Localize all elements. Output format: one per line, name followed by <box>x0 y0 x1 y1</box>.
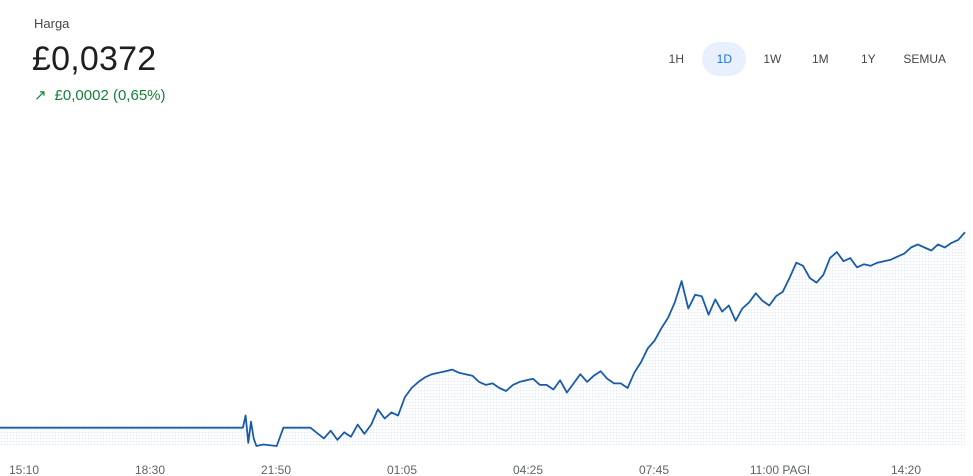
range-button-1h[interactable]: 1H <box>654 42 698 76</box>
x-tick-label: 14:20 <box>891 463 921 476</box>
x-tick-label: 21:50 <box>261 463 291 476</box>
x-tick-label: 15:10 <box>9 463 39 476</box>
range-button-all[interactable]: SEMUA <box>894 42 955 76</box>
arrow-up-right-icon: ↗ <box>34 87 47 104</box>
range-button-1m[interactable]: 1M <box>798 42 842 76</box>
price-area <box>0 232 965 446</box>
x-tick-label: 01:05 <box>387 463 417 476</box>
price-line <box>0 231 966 447</box>
price-chart[interactable]: 15:10 18:30 21:50 01:05 04:25 07:45 11:00 PAGI… <box>0 110 973 476</box>
price-label: Harga <box>34 16 70 31</box>
x-tick-label: 11:00 PAGI <box>750 463 810 476</box>
current-price: £0,0372 <box>32 40 157 78</box>
x-tick-label: 07:45 <box>639 463 669 476</box>
time-range-selector: 1H 1D 1W 1M 1Y SEMUA <box>654 42 955 76</box>
range-button-1w[interactable]: 1W <box>750 42 794 76</box>
range-button-1d[interactable]: 1D <box>702 42 747 76</box>
price-change: ↗ £0,0002 (0,65%) <box>34 86 166 105</box>
price-change-text: £0,0002 (0,65%) <box>54 86 166 104</box>
x-tick-label: 04:25 <box>513 463 543 476</box>
x-tick-label: 18:30 <box>135 463 165 476</box>
range-button-1y[interactable]: 1Y <box>846 42 890 76</box>
x-axis: 15:10 18:30 21:50 01:05 04:25 07:45 11:00 PAGI… <box>9 463 921 476</box>
